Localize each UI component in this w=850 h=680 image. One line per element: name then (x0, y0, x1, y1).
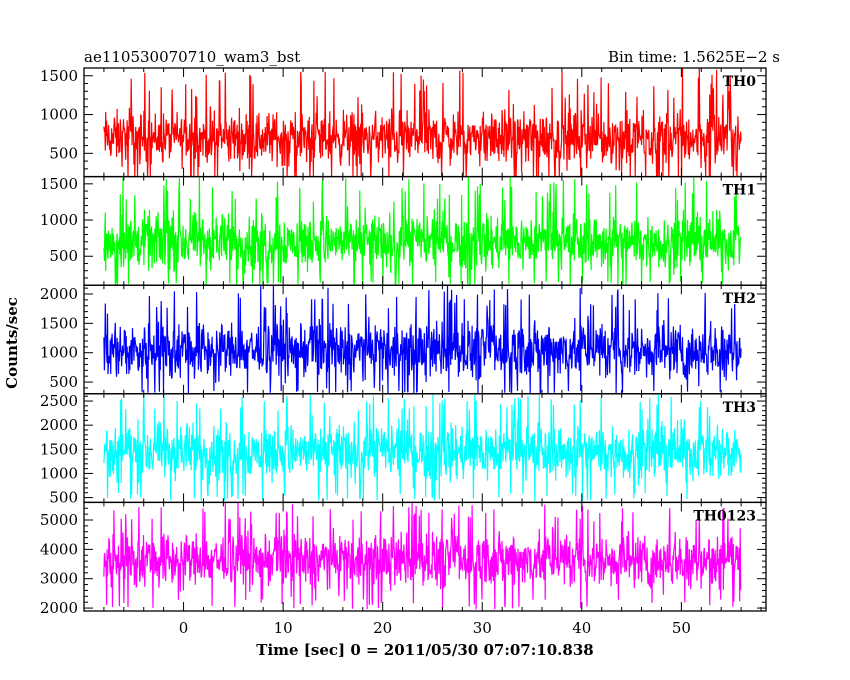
x-tick-label: 40 (572, 619, 591, 637)
x-tick-label: 0 (179, 619, 189, 637)
y-tick-label: 1000 (40, 464, 78, 482)
y-tick-label: 1500 (40, 67, 78, 85)
y-tick-label: 5000 (40, 511, 78, 529)
x-tick-label: 50 (672, 619, 691, 637)
y-tick-label: 1500 (40, 314, 78, 332)
y-tick-label: 1500 (40, 440, 78, 458)
y-tick-label: 4000 (40, 540, 78, 558)
y-tick-label: 1000 (40, 106, 78, 124)
y-tick-label: 500 (49, 373, 78, 391)
y-tick-label: 3000 (40, 570, 78, 588)
y-axis-label: Counts/sec (3, 297, 21, 389)
y-tick-label: 2000 (40, 416, 78, 434)
bin-time-label: Bin time: 1.5625E−2 s (608, 48, 780, 66)
panel-th0123: 2000 3000 4000 5000 TH0123 (40, 501, 767, 617)
y-tick-label: 1500 (40, 175, 78, 193)
y-tick-label: 500 (49, 489, 78, 507)
x-tick-label: 10 (274, 619, 293, 637)
panel-th0: 500 1000 1500 TH0 (40, 67, 767, 178)
series-line-th1 (103, 176, 742, 286)
series-line-th0123 (103, 502, 742, 610)
chart-title: ae110530070710_wam3_bst (84, 48, 300, 66)
panel-frame (83, 501, 767, 612)
panel-label-th0: TH0 (723, 74, 757, 90)
panel-th3: 500 1000 1500 2000 2500 TH3 (40, 392, 767, 507)
y-tick-label: 2000 (40, 599, 78, 617)
series-line-th0 (103, 68, 742, 177)
y-tick-label: 2000 (40, 285, 78, 303)
series-line-th3 (103, 394, 742, 502)
x-tick-label: 20 (373, 619, 392, 637)
panel-th2: 500 1000 1500 2000 TH2 (40, 284, 767, 395)
x-tick-label: 30 (473, 619, 492, 637)
y-tick-label: 2500 (40, 392, 78, 410)
panel-label-th3: TH3 (723, 400, 756, 416)
panel-label-th0123: TH0123 (693, 508, 756, 524)
panel-label-th1: TH1 (723, 183, 756, 199)
panel-th1: 500 1000 1500 TH1 (40, 175, 767, 286)
y-tick-label: 1000 (40, 344, 78, 362)
series-line-th2 (103, 285, 742, 394)
y-tick-label: 500 (49, 247, 78, 265)
y-tick-label: 500 (49, 144, 78, 162)
y-tick-label: 1000 (40, 211, 78, 229)
x-axis-label: Time [sec] 0 = 2011/05/30 07:07:10.838 (256, 641, 593, 659)
panel-label-th2: TH2 (723, 291, 756, 307)
